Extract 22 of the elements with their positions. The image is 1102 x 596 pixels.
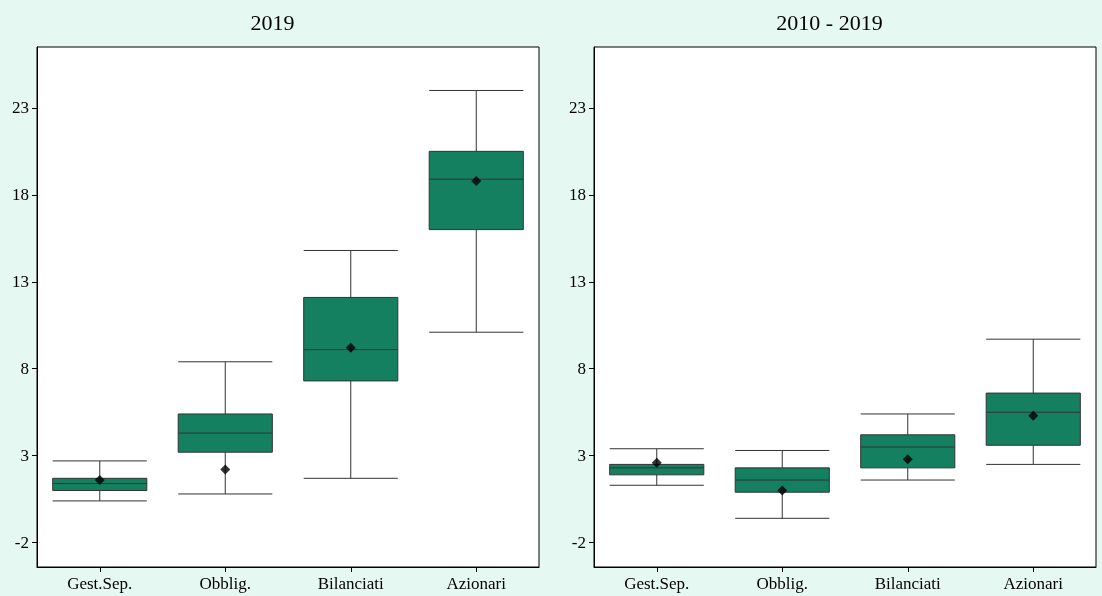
y-tick-label: 18 — [12, 185, 29, 205]
y-tick-label: 13 — [12, 272, 29, 292]
y-tick-label: 23 — [12, 98, 29, 118]
y-tick-label: 23 — [569, 98, 586, 118]
y-tick-label: -2 — [14, 533, 29, 553]
x-tick-label: Azionari — [446, 574, 507, 593]
y-tick-label: -2 — [571, 533, 586, 553]
x-tick-label: Gest.Sep. — [624, 574, 690, 593]
x-tick-label: Obblig. — [756, 574, 808, 593]
y-tick-label: 13 — [569, 272, 586, 292]
y-tick-label: 3 — [20, 446, 29, 466]
y-tick-label: 8 — [577, 359, 586, 379]
x-tick-label: Bilanciati — [317, 574, 385, 593]
y-tick-label: 3 — [577, 446, 586, 466]
x-tick-label: Bilanciati — [874, 574, 942, 593]
chart-title: 2010 - 2019 — [776, 9, 883, 35]
x-tick-label: Obblig. — [199, 574, 251, 593]
y-tick-label: 18 — [569, 185, 586, 205]
chart-title: 2019 — [250, 9, 295, 35]
x-tick-label: Gest.Sep. — [67, 574, 133, 593]
x-tick-label: Azionari — [1003, 574, 1064, 593]
y-tick-label: 8 — [20, 359, 29, 379]
